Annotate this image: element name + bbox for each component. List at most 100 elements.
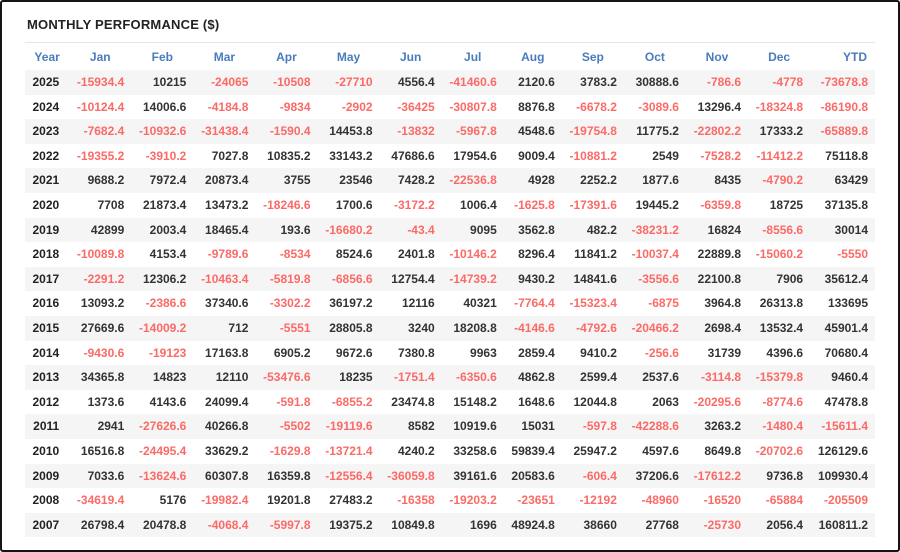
- value-cell-dec: -18324.8: [755, 99, 804, 114]
- value-cell-dec: 26313.8: [759, 296, 804, 311]
- value-cell-feb: 10215: [152, 75, 187, 89]
- value-cell-feb: 4143.6: [149, 394, 187, 409]
- column-header-oct: Oct: [644, 50, 665, 64]
- value-cell-apr: 19201.8: [267, 493, 311, 508]
- value-cell-dec: 7906: [776, 271, 804, 286]
- value-cell-jul: 17954.6: [453, 148, 497, 163]
- value-cell-ytd: 109930.4: [817, 468, 868, 483]
- value-cell-dec: 2056.4: [766, 517, 804, 532]
- value-cell-jun: 4240.2: [397, 443, 435, 458]
- value-cell-nov: 22100.8: [697, 271, 742, 286]
- value-cell-oct: -256.6: [644, 345, 679, 360]
- table-row-2018: 2018 -10089.8 4153.4 -9789.6 -8534 8524.6 2401…: [25, 242, 875, 267]
- value-cell-jul: -14739.2: [449, 271, 497, 286]
- value-cell-aug: 15031: [521, 419, 555, 434]
- value-cell-jan: -15934.4: [76, 75, 125, 89]
- value-cell-aug: 4862.8: [518, 370, 555, 385]
- value-cell-may: 36197.2: [329, 296, 373, 311]
- value-cell-apr: -591.8: [276, 394, 311, 409]
- year-cell: 2019: [32, 222, 60, 237]
- table-row-2013: 2013 34365.8 14823 12110 -53476.6 18235 -1751.…: [25, 365, 875, 390]
- value-cell-jul: 33258.6: [453, 443, 497, 458]
- value-cell-jun: 47686.6: [391, 148, 435, 163]
- value-cell-mar: -24065: [211, 75, 249, 89]
- value-cell-mar: 40266.8: [205, 419, 249, 434]
- value-cell-apr: -1590.4: [269, 124, 311, 139]
- column-header-ytd: YTD: [843, 50, 867, 64]
- value-cell-may: 23546: [339, 173, 373, 188]
- value-cell-oct: 37206.6: [635, 468, 679, 483]
- value-cell-apr: 193.6: [280, 222, 311, 237]
- value-cell-mar: -31438.4: [201, 124, 249, 139]
- value-cell-oct: 1877.6: [642, 173, 679, 188]
- value-cell-nov: 22889.8: [697, 247, 742, 262]
- value-cell-ytd: 63429: [834, 173, 868, 188]
- value-cell-dec: -4778: [772, 75, 804, 89]
- column-header-jan: Jan: [89, 50, 111, 64]
- value-cell-may: -6855.2: [331, 394, 373, 409]
- value-cell-nov: -17612.2: [693, 468, 742, 483]
- value-cell-jul: -5967.8: [456, 124, 497, 139]
- value-cell-may: 14453.8: [329, 124, 373, 139]
- value-cell-jun: -36059.8: [387, 468, 435, 483]
- value-cell-jul: 9095: [470, 222, 497, 237]
- value-cell-feb: 14823: [152, 370, 187, 385]
- value-cell-sep: 38660: [583, 517, 617, 532]
- value-cell-may: -2902: [341, 99, 373, 114]
- value-cell-ytd: -73678.8: [820, 75, 868, 89]
- value-cell-sep: -15323.4: [569, 296, 617, 311]
- value-cell-jan: 2941: [97, 419, 125, 434]
- column-header-may: May: [336, 50, 361, 64]
- value-cell-oct: -20466.2: [631, 320, 679, 335]
- value-cell-mar: 712: [228, 320, 249, 335]
- value-cell-mar: -19982.4: [201, 493, 249, 508]
- value-cell-sep: 3783.2: [580, 75, 617, 89]
- value-cell-oct: 2549: [652, 148, 679, 163]
- header-row: Year Jan Feb Mar Apr May Jun Jul Aug Sep Oct Nov Dec…: [25, 43, 875, 70]
- column-header-sep: Sep: [581, 50, 604, 64]
- table-row-2014: 2014 -9430.6 -19123 17163.8 6905.2 9672.6 7380…: [25, 341, 875, 366]
- value-cell-ytd: -205509: [823, 493, 868, 508]
- value-cell-oct: -38231.2: [631, 222, 679, 237]
- value-cell-feb: -3910.2: [145, 148, 187, 163]
- value-cell-aug: 48924.8: [511, 517, 555, 532]
- value-cell-sep: 12044.8: [573, 394, 617, 409]
- value-cell-jun: 2401.8: [397, 247, 435, 262]
- value-cell-mar: 18465.4: [205, 222, 249, 237]
- table-row-2008: 2008 -34619.4 5176 -19982.4 19201.8 27483.2 -1…: [25, 488, 875, 513]
- value-cell-may: -16680.2: [325, 222, 373, 237]
- value-cell-oct: 30888.6: [635, 75, 679, 89]
- value-cell-oct: -3089.6: [638, 99, 679, 114]
- column-header-apr: Apr: [276, 50, 297, 64]
- value-cell-jul: 9963: [470, 345, 497, 360]
- value-cell-oct: -10037.4: [631, 247, 679, 262]
- value-cell-feb: 5176: [159, 493, 187, 508]
- value-cell-oct: -42288.6: [631, 419, 679, 434]
- value-cell-jan: -34619.4: [76, 493, 125, 508]
- value-cell-ytd: 75118.8: [825, 148, 868, 163]
- value-cell-aug: 1648.6: [518, 394, 555, 409]
- table-header: Year Jan Feb Mar Apr May Jun Jul Aug Sep Oct Nov Dec…: [25, 43, 875, 70]
- column-header-mar: Mar: [213, 50, 236, 64]
- value-cell-nov: -786.6: [707, 75, 742, 89]
- value-cell-mar: -9789.6: [207, 247, 249, 262]
- table-row-2022: 2022 -19355.2 -3910.2 7027.8 10835.2 33143.2 4…: [25, 144, 875, 169]
- table-body: 2025 -15934.4 10215 -24065 -10508 -27710 4556.…: [25, 70, 875, 538]
- value-cell-feb: -10932.6: [138, 124, 187, 139]
- value-cell-ytd: -86190.8: [820, 99, 868, 114]
- value-cell-sep: -606.4: [582, 468, 617, 483]
- value-cell-sep: 25947.2: [573, 443, 617, 458]
- value-cell-apr: 6905.2: [273, 345, 311, 360]
- value-cell-nov: -20295.6: [693, 394, 742, 409]
- value-cell-jul: -6350.6: [456, 370, 497, 385]
- value-cell-may: -6856.6: [331, 271, 373, 286]
- value-cell-apr: -10508: [273, 75, 311, 89]
- table-row-2025: 2025 -15934.4 10215 -24065 -10508 -27710 4556.…: [25, 70, 875, 95]
- value-cell-oct: 4597.6: [642, 443, 679, 458]
- year-cell: 2015: [32, 320, 60, 335]
- column-header-jul: Jul: [464, 50, 482, 64]
- value-cell-apr: -5551: [279, 320, 311, 335]
- value-cell-feb: -2386.6: [145, 296, 187, 311]
- value-cell-feb: -14009.2: [138, 320, 187, 335]
